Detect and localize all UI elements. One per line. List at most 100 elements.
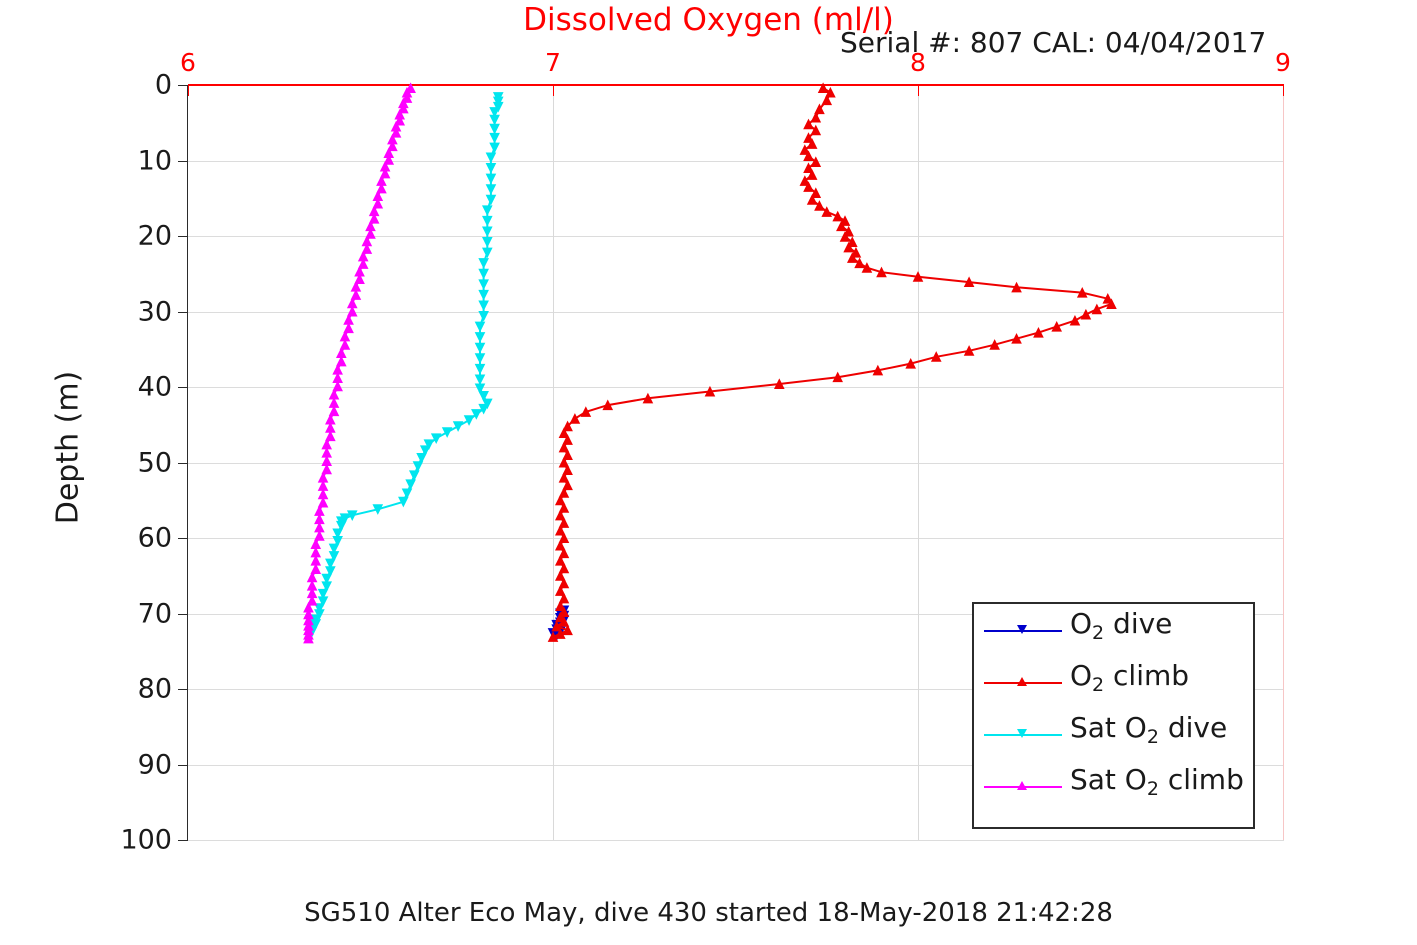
- data-point-marker: [481, 205, 493, 216]
- y-tick-label: 30: [137, 296, 172, 327]
- data-point-marker: [471, 409, 482, 420]
- data-point-marker: [562, 624, 573, 636]
- data-point-marker: [562, 464, 573, 476]
- data-point-marker: [850, 246, 862, 258]
- data-point-marker: [562, 420, 573, 432]
- series-sat-o-2-climb: [303, 82, 416, 644]
- data-point-marker: [328, 543, 340, 555]
- data-point-marker: [325, 566, 336, 577]
- data-point-marker: [478, 289, 489, 301]
- data-point-marker: [492, 101, 504, 113]
- data-point-marker: [554, 555, 566, 566]
- data-point-marker: [485, 163, 497, 174]
- data-point-marker: [839, 215, 851, 226]
- data-point-marker: [562, 434, 573, 445]
- data-point-marker: [963, 276, 975, 288]
- data-point-marker: [799, 144, 811, 155]
- data-point-marker: [485, 152, 497, 164]
- data-point-marker: [551, 620, 562, 632]
- data-point-marker: [846, 252, 858, 263]
- data-point-marker: [806, 138, 818, 149]
- data-point-marker: [558, 427, 570, 439]
- legend-item-o-2-dive[interactable]: O2 dive: [974, 604, 1253, 656]
- data-point-marker: [554, 600, 566, 611]
- y-tick-label: 50: [137, 447, 172, 478]
- y-tick-mark: [178, 689, 188, 690]
- data-point-marker: [317, 588, 329, 600]
- data-point-marker: [814, 200, 825, 211]
- data-point-marker: [317, 596, 329, 608]
- legend-marker-triangle-up-icon: [1017, 677, 1027, 686]
- gridline-vertical: [918, 85, 919, 840]
- data-point-marker: [558, 592, 570, 604]
- data-point-marker: [558, 616, 570, 627]
- data-point-marker: [843, 241, 854, 253]
- data-point-marker: [839, 231, 851, 242]
- data-point-marker: [558, 517, 570, 528]
- data-point-marker: [1011, 333, 1022, 344]
- data-point-marker: [321, 573, 333, 585]
- legend-item-sat-o-2-dive[interactable]: Sat O2 dive: [974, 708, 1253, 760]
- series-line: [307, 87, 412, 639]
- data-point-marker: [398, 102, 409, 114]
- y-tick-label: 80: [137, 673, 172, 705]
- data-point-marker: [321, 581, 333, 592]
- data-point-marker: [558, 502, 570, 513]
- chart-legend[interactable]: O2 dive O2 climb Sat O2 dive Sat O2 climb: [972, 602, 1255, 829]
- data-point-marker: [478, 268, 489, 280]
- data-point-marker: [810, 156, 822, 168]
- data-point-marker: [803, 181, 814, 192]
- series-sat-o-2-dive: [306, 92, 504, 638]
- data-point-marker: [836, 220, 847, 232]
- legend-item-o-2-climb[interactable]: O2 climb: [974, 656, 1253, 708]
- data-point-marker: [930, 351, 942, 362]
- gridline-horizontal: [188, 462, 1284, 464]
- data-point-marker: [989, 339, 1000, 350]
- y-tick-mark: [178, 236, 188, 237]
- data-point-marker: [963, 345, 975, 356]
- y-tick-label: 0: [154, 69, 172, 101]
- data-point-marker: [481, 226, 493, 238]
- data-point-marker: [328, 405, 340, 417]
- data-point-marker: [372, 197, 384, 209]
- data-point-marker: [485, 173, 497, 185]
- data-point-marker: [1011, 281, 1022, 293]
- data-point-marker: [1076, 287, 1088, 298]
- data-point-marker: [554, 494, 566, 506]
- legend-item-sat-o-2-climb[interactable]: Sat O2 climb: [974, 760, 1253, 812]
- data-point-marker: [332, 380, 343, 392]
- data-point-marker: [332, 528, 343, 540]
- data-point-marker: [558, 562, 570, 574]
- data-point-marker: [806, 169, 818, 180]
- data-point-marker: [489, 142, 500, 154]
- data-point-marker: [441, 427, 453, 438]
- data-point-marker: [478, 391, 489, 402]
- y-tick-mark: [178, 387, 188, 388]
- data-point-marker: [814, 103, 825, 115]
- data-point-marker: [803, 150, 814, 161]
- data-point-marker: [328, 551, 340, 562]
- data-point-marker: [817, 82, 829, 94]
- data-point-marker: [474, 342, 486, 354]
- data-point-marker: [357, 258, 369, 269]
- data-point-marker: [485, 194, 497, 206]
- data-point-marker: [554, 509, 566, 521]
- data-point-marker: [478, 258, 489, 269]
- x-tick-label: 7: [545, 48, 561, 77]
- data-point-marker: [562, 479, 573, 491]
- gridline-horizontal: [188, 160, 1284, 162]
- data-point-marker: [554, 585, 566, 596]
- data-point-marker: [547, 631, 559, 642]
- data-point-marker: [803, 118, 814, 130]
- data-point-marker: [558, 577, 570, 589]
- data-point-marker: [412, 461, 424, 472]
- data-point-marker: [854, 257, 865, 269]
- data-point-marker: [361, 243, 373, 254]
- x-axis-top-spine: [188, 84, 1284, 86]
- data-point-marker: [478, 311, 489, 322]
- data-point-marker: [463, 415, 475, 426]
- data-point-marker: [481, 215, 493, 227]
- data-point-marker: [474, 332, 486, 343]
- gridline-horizontal: [188, 764, 1284, 766]
